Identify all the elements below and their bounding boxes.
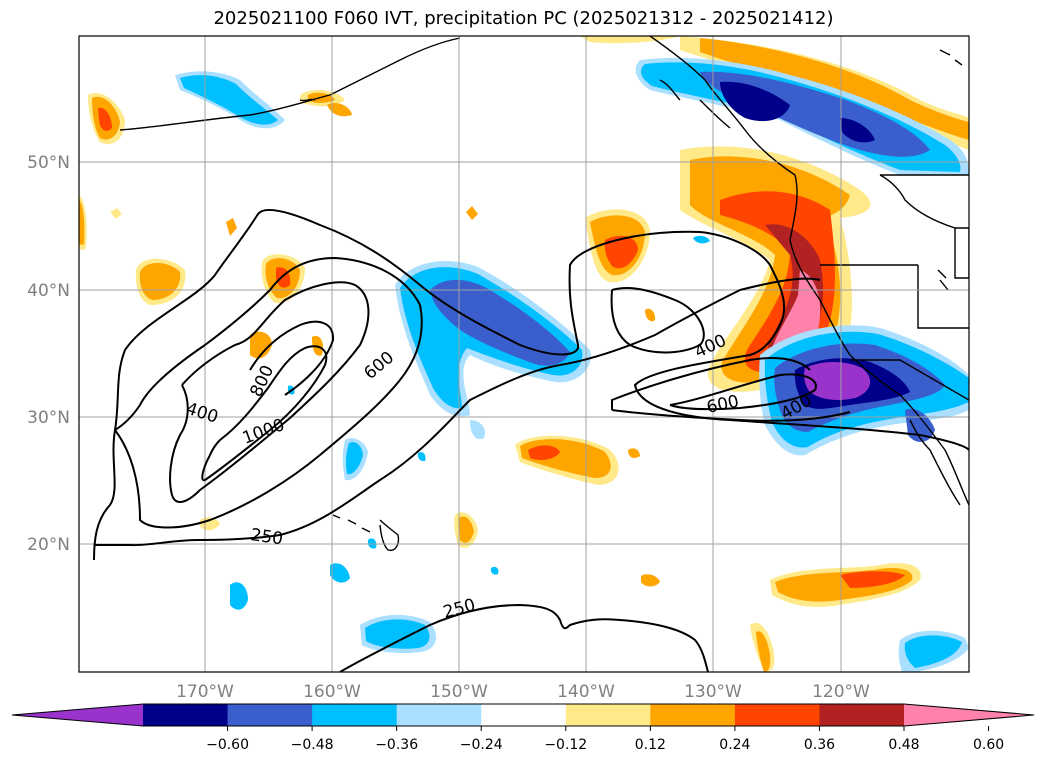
colorbar-segment <box>143 704 229 726</box>
colorbar-tick-label: 0.60 <box>973 737 1004 753</box>
colorbar-segment <box>565 704 651 726</box>
precip-negative-shading <box>175 57 969 672</box>
svg-text:120°W: 120°W <box>812 682 870 702</box>
map-title: 2025021100 F060 IVT, precipitation PC (2… <box>213 8 834 29</box>
svg-text:140°W: 140°W <box>557 682 615 702</box>
svg-text:160°W: 160°W <box>303 682 361 702</box>
svg-text:20°N: 20°N <box>27 535 70 555</box>
colorbar-tick-label: −0.48 <box>291 737 334 753</box>
svg-text:50°N: 50°N <box>27 153 70 173</box>
colorbar-outline <box>11 703 1035 727</box>
colorbar-tick-label: −0.36 <box>375 737 418 753</box>
colorbar-tick-label: 0.48 <box>888 737 919 753</box>
svg-text:250: 250 <box>249 525 284 549</box>
colorbar-tick-label: −0.24 <box>460 737 503 753</box>
colorbar-segment <box>650 704 736 726</box>
colorbar-tick-label: 0.36 <box>804 737 835 753</box>
colorbar-extend-high <box>904 704 1034 726</box>
colorbar-tick-label: −0.60 <box>206 737 249 753</box>
colorbar-segment <box>734 704 820 726</box>
colorbar-segment <box>227 704 313 726</box>
colorbar-segment <box>312 704 398 726</box>
latitude-labels: 50°N 40°N 30°N 20°N <box>27 153 70 555</box>
colorbar: −0.60 −0.48 −0.36 −0.24 −0.12 0.12 0.24 0.36 0.4… <box>11 703 1035 753</box>
colorbar-tick-label: 0.24 <box>719 737 750 753</box>
svg-text:40°N: 40°N <box>27 281 70 301</box>
colorbar-segment <box>481 704 567 726</box>
plot-frame <box>78 35 970 673</box>
longitude-labels: 170°W 160°W 150°W 140°W 130°W 120°W <box>176 682 870 702</box>
svg-text:170°W: 170°W <box>176 682 234 702</box>
ivt-contours <box>93 208 969 672</box>
colorbar-extend-low <box>12 704 143 726</box>
svg-text:150°W: 150°W <box>430 682 488 702</box>
svg-text:30°N: 30°N <box>27 408 70 428</box>
colorbar-segment <box>396 704 482 726</box>
svg-text:130°W: 130°W <box>684 682 742 702</box>
colorbar-tick-label: −0.12 <box>544 737 587 753</box>
colorbar-segment <box>819 704 905 726</box>
colorbar-tick-label: 0.12 <box>635 737 666 753</box>
